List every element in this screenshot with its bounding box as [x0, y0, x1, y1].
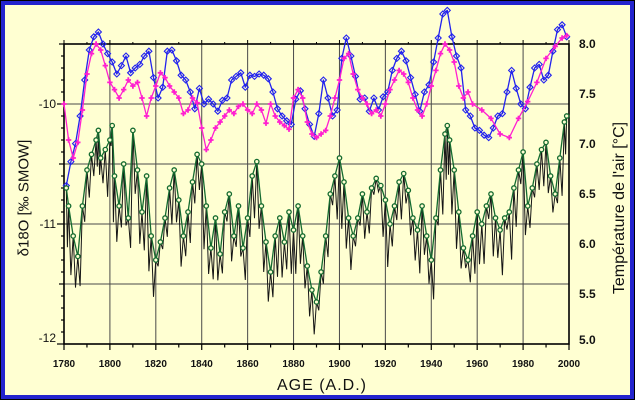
black-annual-trace [65, 115, 568, 335]
left-tick-label: -10 [39, 97, 57, 111]
undefined [569, 5, 575, 244]
left-tick-label: -12 [39, 331, 57, 345]
series-d18O-smoothed-blue [62, 6, 571, 190]
x-tick-label: 1800 [99, 359, 122, 370]
undefined [569, 5, 575, 94]
x-tick-label: 1820 [145, 359, 168, 370]
left-axis-title: δ18O [‰ SMOW] [15, 139, 33, 257]
series-air-temperature-magenta [61, 32, 570, 161]
x-tick-label: 2000 [558, 359, 581, 370]
right-axis-title: Température de l'air [°C] [611, 121, 628, 295]
undefined [569, 5, 575, 344]
right-tick-label: 7.0 [579, 137, 596, 151]
left-tick-label: -11 [40, 217, 57, 231]
undefined [569, 5, 575, 194]
right-tick-label: 6.5 [579, 187, 596, 201]
undefined [569, 5, 575, 144]
x-tick-label: 1860 [237, 359, 260, 370]
x-tick-label: 1780 [53, 359, 76, 370]
right-tick-label: 8.0 [579, 37, 596, 51]
x-tick-label: 1940 [420, 359, 443, 370]
x-tick-label: 1880 [282, 359, 305, 370]
x-tick-label: 1960 [466, 359, 489, 370]
series-line-d18O-annual-green [65, 115, 568, 303]
series-markers-air-temperature-magenta [61, 32, 570, 161]
right-tick-label: 5.5 [579, 287, 596, 301]
right-tick-label: 6.0 [579, 237, 596, 251]
undefined [569, 5, 575, 294]
x-tick-label: 1980 [512, 359, 535, 370]
x-tick-label: 1840 [191, 359, 214, 370]
d18o-temperature-chart: 1780 1800 1820 1840 1860 1880 1900 1920 1940 1960… [39, 5, 596, 370]
x-tick-label: 1900 [328, 359, 351, 370]
x-axis-title: AGE (A.D.) [276, 377, 368, 394]
right-tick-label: 7.5 [579, 87, 596, 101]
series-markers-d18O-smoothed-blue [62, 6, 571, 190]
series-markers-d18O-annual-green [63, 113, 570, 305]
undefined [569, 5, 575, 44]
series-line-d18O-smoothed-blue [65, 9, 568, 186]
x-tick-label: 1920 [374, 359, 397, 370]
right-tick-label: 5.0 [579, 333, 596, 347]
series-d18O-annual-green [63, 113, 570, 305]
series-line-air-temperature-magenta [63, 35, 568, 159]
